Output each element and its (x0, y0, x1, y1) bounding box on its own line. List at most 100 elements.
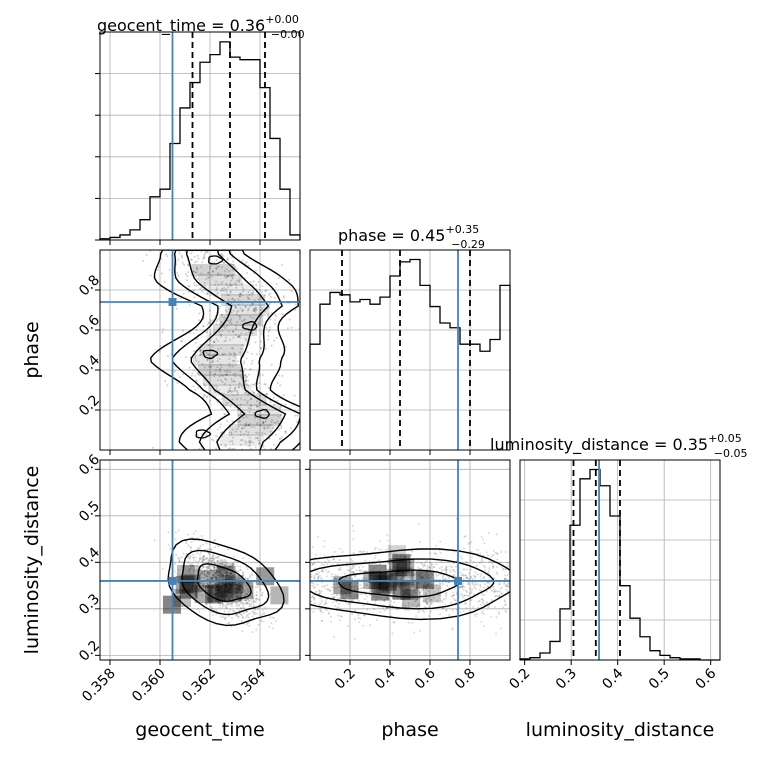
scatter-point (350, 585, 353, 588)
scatter-point (237, 421, 240, 424)
scatter-point (246, 622, 249, 625)
scatter-point (219, 602, 222, 605)
scatter-point (215, 609, 218, 612)
scatter-point (231, 564, 234, 567)
scatter-point (268, 625, 271, 628)
scatter-point (228, 583, 231, 586)
scatter-point (402, 575, 405, 578)
scatter-point (317, 577, 320, 580)
scatter-point (375, 564, 378, 567)
scatter-point (448, 568, 451, 571)
scatter-point (208, 566, 211, 569)
scatter-point (225, 268, 228, 271)
scatter-point (452, 573, 455, 576)
scatter-point (161, 331, 164, 334)
scatter-point (200, 286, 203, 289)
scatter-point (188, 304, 191, 307)
scatter-point (378, 540, 381, 543)
scatter-point (200, 535, 203, 538)
scatter-point (213, 594, 216, 597)
scatter-point (461, 573, 464, 576)
scatter-point (222, 581, 225, 584)
scatter-point (236, 577, 239, 580)
scatter-point (207, 590, 210, 593)
scatter-point (430, 576, 433, 579)
scatter-point (223, 352, 226, 355)
scatter-point (460, 594, 463, 597)
scatter-point (411, 594, 414, 597)
scatter-point (211, 574, 214, 577)
scatter-point (241, 601, 244, 604)
scatter-point (217, 574, 220, 577)
scatter-point (255, 405, 258, 408)
scatter-point (247, 309, 250, 312)
scatter-point (207, 567, 210, 570)
scatter-point (269, 430, 272, 433)
scatter-point (219, 333, 222, 336)
xaxis-geocent_time-tick-label: 0.358 (79, 666, 119, 706)
scatter-point (390, 589, 393, 592)
scatter-point (488, 567, 491, 570)
scatter-point (223, 261, 226, 264)
scatter-point (329, 589, 332, 592)
scatter-point (388, 590, 391, 593)
scatter-point (213, 566, 216, 569)
scatter-point (319, 607, 322, 610)
scatter-point (219, 591, 222, 594)
scatter-point (216, 589, 219, 592)
scatter-point (248, 582, 251, 585)
scatter-point (213, 557, 216, 560)
scatter-point (223, 584, 226, 587)
scatter-point (218, 588, 221, 591)
scatter-point (277, 374, 280, 377)
scatter-point (216, 385, 219, 388)
scatter-point (209, 267, 212, 270)
scatter-point (225, 275, 228, 278)
scatter-point (224, 618, 227, 621)
scatter-point (229, 591, 232, 594)
scatter-point (240, 613, 243, 616)
scatter-point (196, 548, 199, 551)
scatter-point (235, 583, 238, 586)
scatter-point (173, 570, 176, 573)
scatter-point (247, 431, 250, 434)
scatter-point (192, 556, 195, 559)
scatter-point (485, 590, 488, 593)
scatter-point (248, 368, 251, 371)
scatter-point (237, 588, 240, 591)
scatter-point (220, 582, 223, 585)
scatter-point (228, 566, 231, 569)
scatter-point (423, 581, 426, 584)
scatter-point (228, 390, 231, 393)
scatter-point (373, 590, 376, 593)
scatter-point (228, 587, 231, 590)
scatter-point (201, 601, 204, 604)
scatter-point (264, 410, 267, 413)
scatter-point (384, 574, 387, 577)
scatter-point (153, 539, 156, 542)
scatter-point (381, 584, 384, 587)
scatter-point (363, 550, 366, 553)
scatter-point (194, 556, 197, 559)
scatter-point (221, 253, 224, 256)
scatter-point (225, 596, 228, 599)
scatter-point (195, 267, 198, 270)
scatter-point (269, 424, 272, 427)
scatter-point (209, 592, 212, 595)
scatter-point (319, 591, 322, 594)
scatter-point (375, 596, 378, 599)
scatter-point (186, 274, 189, 277)
scatter-point (458, 586, 461, 589)
scatter-point (436, 587, 439, 590)
scatter-point (280, 425, 283, 428)
scatter-point (376, 591, 379, 594)
scatter-point (470, 589, 473, 592)
scatter-point (231, 566, 234, 569)
scatter-point (480, 573, 483, 576)
scatter-point (386, 607, 389, 610)
scatter-point (392, 591, 395, 594)
scatter-point (229, 590, 232, 593)
yaxis-phase-tick-label: 0.2 (76, 392, 103, 419)
scatter-point (238, 334, 241, 337)
scatter-point (230, 431, 233, 434)
